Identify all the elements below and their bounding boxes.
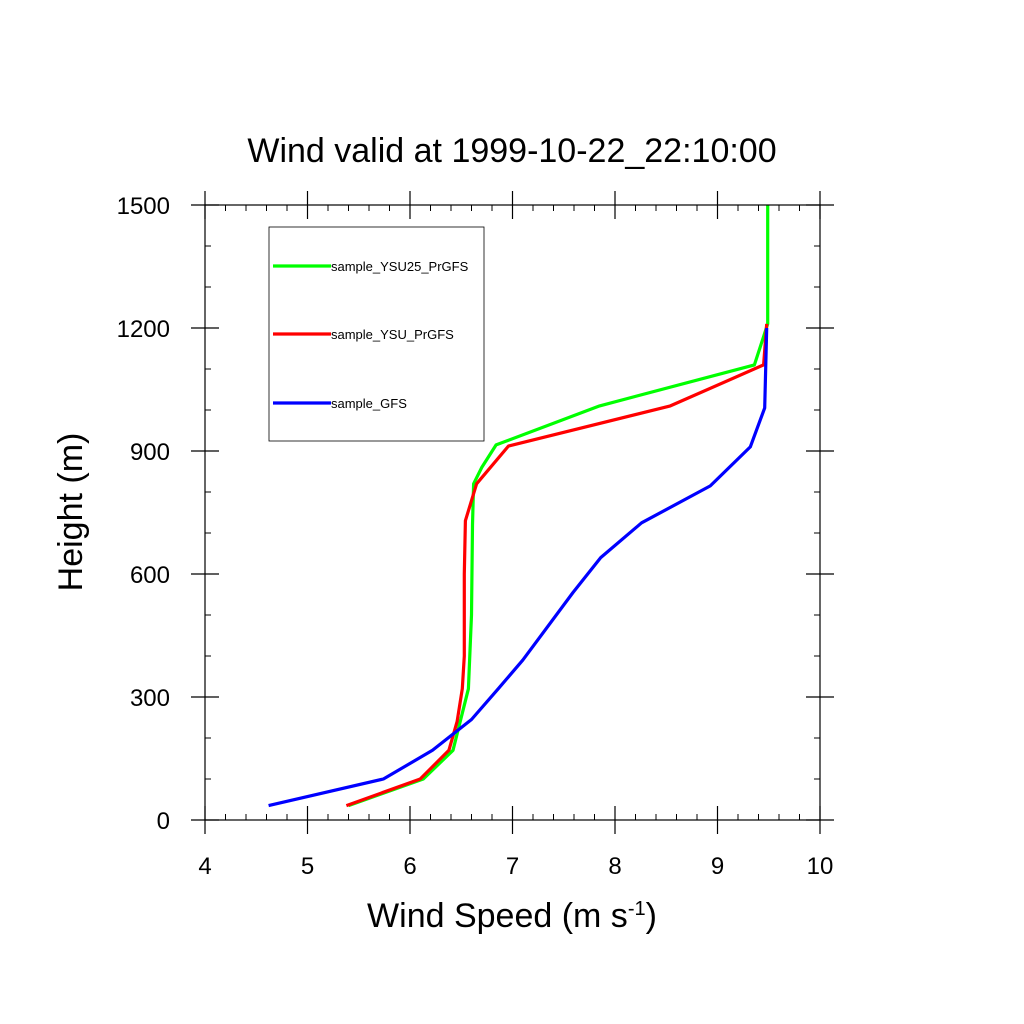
chart-title: Wind valid at 1999-10-22_22:10:00 [247,132,776,170]
legend-label: sample_YSU_PrGFS [331,327,454,342]
x-tick-label: 5 [301,853,314,880]
x-axis-label-end: ) [646,897,657,935]
x-tick-label: 7 [506,853,519,880]
x-axis-label-superscript: -1 [628,898,646,920]
y-tick-label: 0 [157,808,170,835]
x-tick-label: 10 [807,853,834,880]
legend-label: sample_GFS [331,396,407,411]
legend: sample_YSU25_PrGFS sample_YSU_PrGFSsample… [268,226,485,442]
y-tick-label: 900 [130,439,170,466]
series-line-sample_YSU_PrGFS [345,323,769,808]
y-tick-label: 300 [130,685,170,712]
series-line-sample_YSU25_PrGFS [347,205,770,808]
x-tick-label: 6 [403,853,416,880]
tick-labels: 4 5 6 7 8 9 10 0 300 600 900 1200 1500 [117,193,834,880]
legend-label: sample_YSU25_PrGFS [331,259,469,274]
y-tick-label: 600 [130,562,170,589]
x-tick-label: 4 [198,853,211,880]
legend-items: sample_YSU25_PrGFS sample_YSU_PrGFSsample… [273,259,469,411]
x-axis-label-text: Wind Speed (m s [367,897,628,935]
y-axis-label: Height (m) [52,433,90,592]
y-tick-label: 1500 [117,193,170,220]
y-tick-label: 1200 [117,316,170,343]
x-tick-label: 9 [711,853,724,880]
x-tick-label: 8 [608,853,621,880]
x-axis-label: Wind Speed (m s-1) [367,897,657,935]
axis-ticks [191,191,834,834]
series-line-sample_GFS [268,327,769,808]
plot-series [268,205,770,808]
